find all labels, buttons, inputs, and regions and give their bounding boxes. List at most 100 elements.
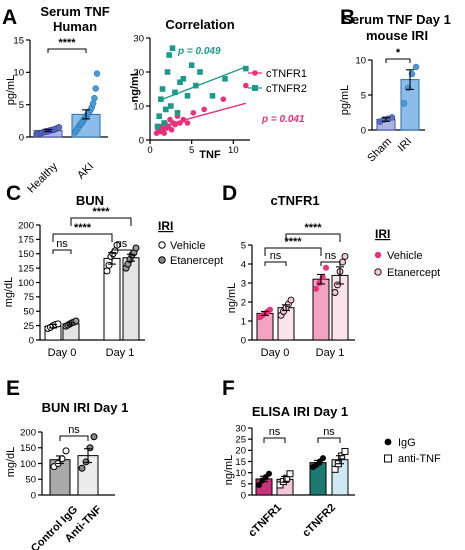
y-tick-label: 5 [241, 240, 246, 251]
data-point-vehicle [103, 267, 111, 275]
y-tick-label: 100 [18, 278, 34, 289]
significance-label: * [396, 47, 401, 59]
significance-label: ns [325, 250, 337, 262]
y-tick-label: 50 [23, 307, 34, 318]
data-point-igg [320, 455, 326, 462]
data-point-igg [256, 481, 262, 488]
legend-label-anti-tnf: anti-TNF [398, 453, 441, 465]
x-tick-label: 0 [147, 145, 152, 156]
chart-serum-tnf-human: Serum TNF Human pg/mL 0 5 10 15 **** Healthy… [5, 4, 110, 195]
y-tick-label: 10 [13, 68, 24, 79]
y-tick-label: 200 [20, 427, 36, 438]
y-tick-label: 3 [241, 278, 246, 289]
data-point-anti-tnf [78, 464, 86, 472]
legend-title: IRI [158, 219, 173, 233]
data-point-ctnfr2 [161, 120, 167, 126]
significance-bracket [385, 58, 411, 63]
chart-title: BUN IRI Day 1 [42, 400, 129, 415]
x-tick-label: cTNFR1 [246, 502, 284, 540]
y-axis-label: pg/mL [5, 75, 17, 106]
data-point-ctnfr1 [184, 120, 191, 126]
y-tick-label: 5 [19, 100, 24, 111]
chart-title: Correlation [165, 17, 234, 32]
significance-label: ns [269, 426, 281, 438]
data-point-ctnfr2 [222, 76, 228, 82]
y-tick-label: 0 [241, 335, 246, 346]
data-point-ctnfr1 [161, 130, 167, 136]
chart-correlation: Correlation ng/mL TNF 0 10 20 30 0 5 10 p = 0.… [129, 17, 307, 161]
y-axis-label: pg/mL [339, 85, 351, 116]
significance-label: **** [304, 222, 322, 234]
legend-label-etanercept: Etanercept [387, 267, 440, 279]
y-axis-label: mg/dL [3, 277, 15, 308]
y-tick-label: 0 [19, 132, 24, 143]
significance-bracket [70, 217, 132, 226]
legend-marker-vehicle [158, 241, 166, 249]
data-point-ctnfr1 [172, 121, 178, 128]
legend-label-etanercept: Etanercept [170, 255, 223, 267]
significance-bracket [111, 249, 132, 254]
y-tick-label: 25 [235, 434, 246, 445]
legend: cTNFR1 cTNFR2 [248, 68, 307, 95]
y-tick-label: 20 [133, 67, 144, 78]
data-point-ctnfr1 [201, 106, 207, 113]
data-point-anti-tnf [341, 447, 349, 455]
y-tick-label: 25 [23, 321, 34, 332]
y-tick-label: 0 [31, 490, 36, 501]
chart-serum-tnf-mouse: Serum TNF Day 1 mouse IRI pg/mL 0 5 10 * Sh… [339, 12, 451, 164]
panel-letter-f: F [222, 377, 235, 400]
y-tick-label: 125 [18, 263, 34, 274]
y-tick-label: 1 [241, 316, 246, 327]
data-point-ctnfr2 [180, 76, 187, 82]
significance-label: **** [74, 222, 92, 234]
data-point-ctnfr2 [164, 69, 171, 75]
y-tick-label: 150 [18, 249, 34, 260]
data-point-control-igg [62, 447, 70, 455]
legend: IRI Vehicle Etanercept [158, 219, 223, 267]
data-point-etanercept [334, 281, 341, 289]
legend-label-igg: IgG [398, 437, 416, 449]
data-point-aki [93, 70, 101, 77]
legend: IRI Vehicle Etanercept [374, 227, 440, 279]
legend-marker-ctnfr2 [252, 85, 258, 91]
significance-bracket [317, 437, 341, 443]
data-point-ctnfr2 [172, 89, 178, 96]
data-point-ctnfr2 [177, 79, 183, 85]
y-tick-label: 4 [241, 259, 246, 270]
y-tick-label: 20 [235, 446, 246, 457]
chart-subtitle: mouse IRI [366, 28, 428, 43]
significance-label: ns [68, 424, 80, 436]
data-point-ctnfr2 [209, 93, 216, 99]
significance-bracket [59, 435, 89, 441]
data-point-aki [91, 94, 98, 102]
data-point-vehicle [313, 285, 319, 292]
data-point-iri [400, 100, 408, 107]
data-point-etanercept [331, 289, 339, 296]
data-point-ctnfr2 [163, 106, 169, 113]
data-point-etanercept [132, 244, 140, 252]
x-tick-label: Sham [365, 136, 394, 165]
legend-label-ctnfr2: cTNFR2 [266, 83, 307, 95]
data-point-ctnfr1 [243, 82, 249, 89]
panel-letter-a: A [2, 6, 17, 29]
chart-title: ELISA IRI Day 1 [252, 404, 348, 419]
y-tick-label: 5 [361, 90, 366, 101]
y-tick-label: 15 [235, 457, 246, 468]
data-point-anti-tnf [286, 470, 294, 478]
chart-title: Serum TNF Day 1 [343, 12, 451, 27]
legend-marker-vehicle [374, 251, 382, 259]
x-tick-label: 10 [228, 145, 239, 156]
panel-letter-e: E [6, 377, 20, 400]
legend-marker-etanercept [158, 256, 166, 264]
p-value-ctnfr1: p = 0.041 [261, 114, 305, 125]
data-point-vehicle [323, 264, 329, 271]
data-point-igg [266, 470, 272, 477]
data-point-ctnfr1 [168, 127, 175, 133]
significance-bracket [52, 249, 72, 254]
legend-marker-etanercept [374, 268, 382, 276]
y-tick-label: 100 [20, 459, 36, 470]
x-tick-label: Day 0 [48, 347, 77, 359]
y-tick-label: 10 [355, 55, 366, 66]
